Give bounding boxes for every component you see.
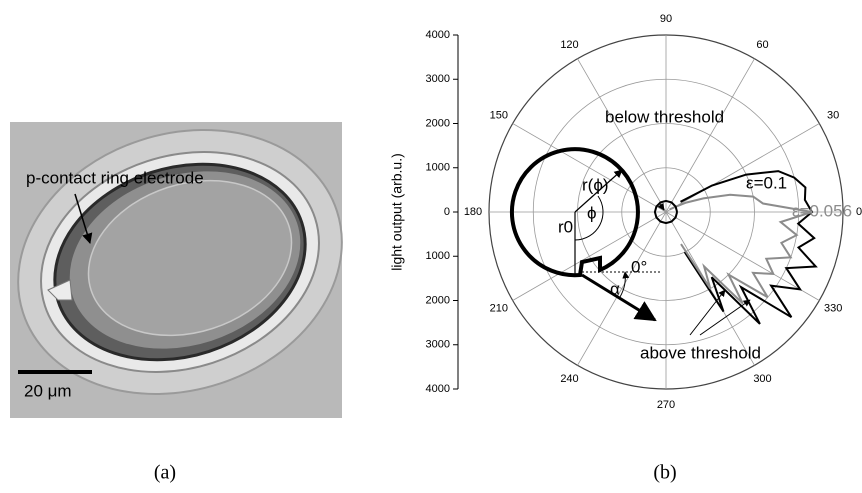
micrograph: 20 μm p-contact ring electrode [10,122,343,418]
angle-grid-line [665,123,820,213]
scale-bar-label: 20 μm [24,381,72,400]
angle-tick-label: 150 [490,109,508,121]
y-tick-label: 4000 [426,383,450,395]
y-tick-label: 0 [444,206,450,218]
annotation: ϕ [587,203,597,222]
angle-tick-label: 270 [657,399,675,411]
angle-tick-label: 30 [827,109,839,121]
angle-tick-label: 0 [856,206,862,218]
y-tick-label: 2000 [426,117,450,129]
series-label: ε=0.1 [746,173,787,192]
angle-grid-line [577,58,667,213]
angle-grid-line [665,58,755,213]
annotation: p-contact ring electrode [26,168,204,187]
y-axis-label: light output (arb.u.) [389,153,405,271]
annotation: above threshold [640,343,761,362]
angle-tick-label: 240 [560,373,578,385]
panel-label: (a) [154,462,176,484]
annotation: α [610,279,620,298]
angle-tick-label: 210 [490,302,508,314]
angle-tick-label: 120 [560,39,578,51]
y-tick-label: 3000 [426,339,450,351]
angle-grid-line [577,211,667,366]
y-tick-label: 4000 [426,29,450,41]
series-label: ε=0.056 [792,201,852,220]
angle-tick-label: 60 [756,39,768,51]
angle-grid-line [512,211,667,301]
angle-grid-line [665,211,820,301]
angle-grid-line [512,123,667,213]
panel-label: (b) [653,462,676,484]
series-line [653,199,679,225]
resonator-sketch [509,147,751,336]
angle-tick-label: 330 [824,302,842,314]
annotation: r(ϕ) [582,175,609,194]
y-tick-label: 2000 [426,294,450,306]
y-tick-label: 1000 [426,250,450,262]
angle-tick-label: 90 [660,13,672,25]
series-line [669,193,813,305]
annotation: 0° [631,257,647,276]
y-tick-label: 3000 [426,73,450,85]
angle-tick-label: 300 [753,373,771,385]
y-tick-label: 1000 [426,162,450,174]
angle-tick-label: 180 [464,206,482,218]
annotation: r0 [558,217,573,236]
series-line [680,170,818,325]
series-label: below threshold [605,107,724,126]
